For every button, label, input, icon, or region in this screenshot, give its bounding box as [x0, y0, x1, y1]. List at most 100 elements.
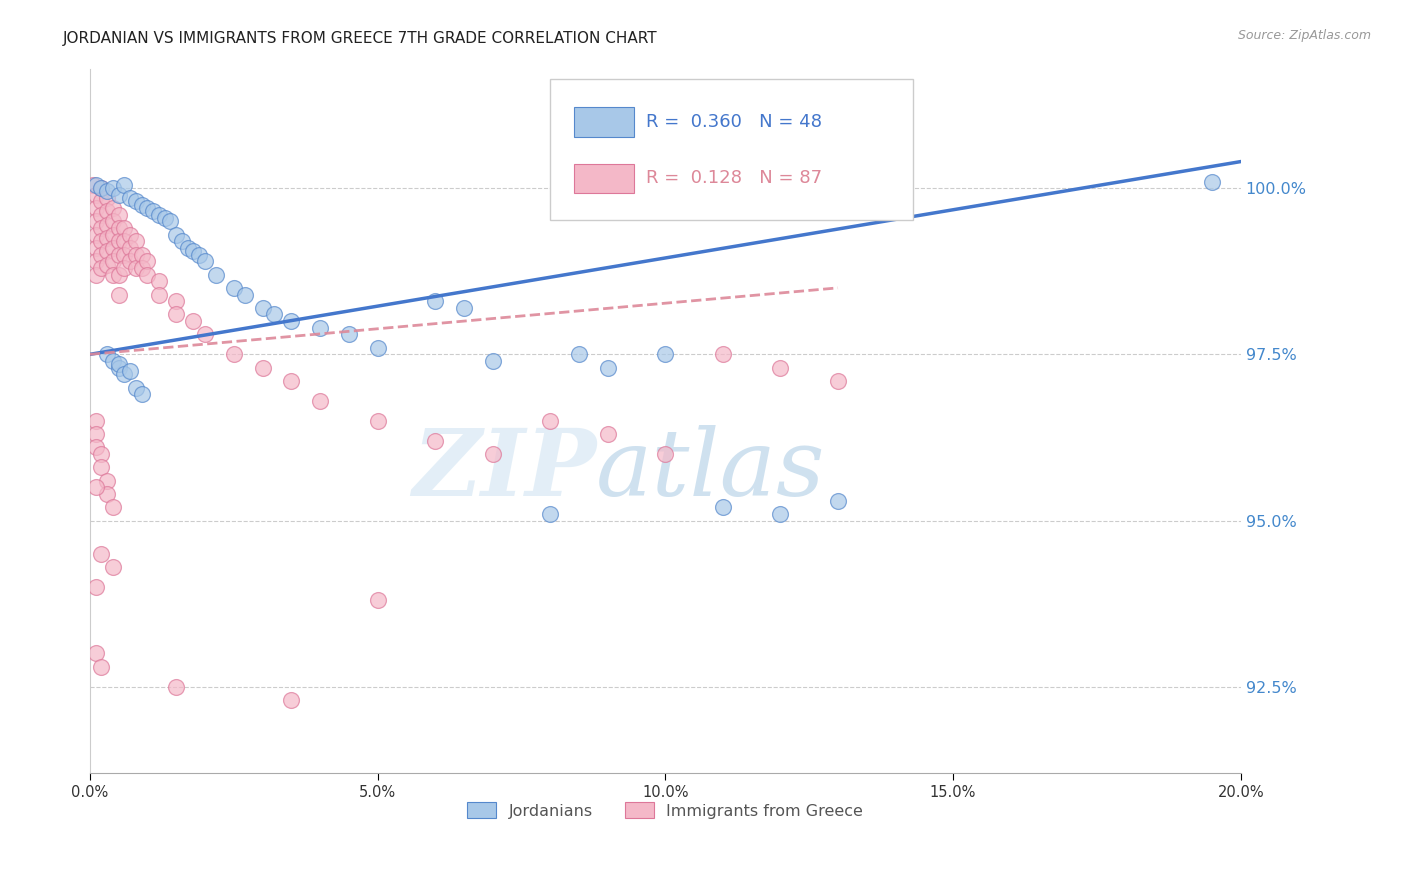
Point: [131, 260, 153, 275]
Point: [337, 327, 360, 342]
Point: [367, 414, 389, 428]
Point: [538, 414, 561, 428]
Point: [107, 208, 129, 222]
Point: [120, 191, 142, 205]
Point: [90, 194, 112, 209]
Point: [423, 294, 446, 309]
Point: [125, 247, 148, 261]
Point: [84, 241, 107, 255]
Point: [101, 227, 124, 242]
Point: [84, 427, 107, 442]
Point: [84, 480, 107, 494]
Text: R =  0.128   N = 87: R = 0.128 N = 87: [645, 169, 823, 187]
Point: [112, 178, 135, 192]
Point: [107, 268, 129, 282]
Point: [101, 354, 124, 368]
Point: [120, 227, 142, 242]
Point: [125, 380, 148, 394]
Point: [101, 500, 124, 515]
Point: [125, 235, 148, 249]
Point: [136, 254, 159, 268]
Point: [107, 247, 129, 261]
Point: [112, 221, 135, 235]
Point: [148, 287, 170, 301]
Point: [101, 268, 124, 282]
Point: [125, 194, 148, 209]
Point: [165, 308, 187, 322]
Text: atlas: atlas: [596, 425, 825, 515]
Point: [96, 185, 118, 199]
Point: [568, 347, 591, 361]
Point: [176, 241, 198, 255]
Point: [90, 181, 112, 195]
Point: [165, 294, 187, 309]
Point: [90, 221, 112, 235]
Point: [165, 680, 187, 694]
Point: [101, 201, 124, 215]
Point: [107, 360, 129, 375]
Point: [1201, 174, 1223, 188]
FancyBboxPatch shape: [550, 79, 912, 220]
Point: [183, 314, 205, 328]
Point: [90, 247, 112, 261]
Point: [205, 268, 228, 282]
Point: [90, 260, 112, 275]
Text: JORDANIAN VS IMMIGRANTS FROM GREECE 7TH GRADE CORRELATION CHART: JORDANIAN VS IMMIGRANTS FROM GREECE 7TH …: [63, 31, 658, 46]
Point: [222, 281, 245, 295]
Point: [112, 368, 135, 382]
Point: [82, 178, 104, 192]
Point: [131, 387, 153, 401]
Point: [84, 254, 107, 268]
Point: [96, 258, 118, 272]
Point: [96, 218, 118, 232]
Point: [165, 227, 187, 242]
Point: [125, 260, 148, 275]
Point: [148, 208, 170, 222]
Point: [159, 214, 181, 228]
Point: [194, 327, 217, 342]
Point: [96, 191, 118, 205]
Point: [84, 580, 107, 594]
Point: [183, 244, 205, 259]
Point: [107, 235, 129, 249]
Point: [142, 204, 165, 219]
Point: [481, 354, 503, 368]
Point: [252, 360, 274, 375]
Point: [120, 241, 142, 255]
Point: [112, 247, 135, 261]
Point: [90, 659, 112, 673]
Point: [136, 268, 159, 282]
Point: [148, 274, 170, 288]
Point: [131, 198, 153, 212]
Point: [90, 460, 112, 475]
Point: [538, 507, 561, 521]
Point: [84, 187, 107, 202]
Point: [188, 247, 211, 261]
Point: [280, 693, 302, 707]
Point: [90, 235, 112, 249]
Point: [112, 260, 135, 275]
Point: [96, 347, 118, 361]
Text: R =  0.360   N = 48: R = 0.360 N = 48: [645, 113, 821, 131]
Point: [96, 487, 118, 501]
Point: [101, 214, 124, 228]
FancyBboxPatch shape: [575, 163, 634, 194]
Point: [120, 254, 142, 268]
Point: [170, 235, 193, 249]
Point: [96, 204, 118, 219]
Point: [107, 357, 129, 371]
Point: [711, 347, 734, 361]
Point: [84, 201, 107, 215]
Point: [827, 493, 849, 508]
Point: [222, 347, 245, 361]
Point: [280, 314, 302, 328]
Point: [101, 560, 124, 574]
Point: [280, 374, 302, 388]
Point: [654, 347, 676, 361]
Point: [263, 308, 285, 322]
Point: [101, 181, 124, 195]
Point: [90, 547, 112, 561]
Point: [107, 221, 129, 235]
Point: [90, 208, 112, 222]
Point: [96, 244, 118, 259]
